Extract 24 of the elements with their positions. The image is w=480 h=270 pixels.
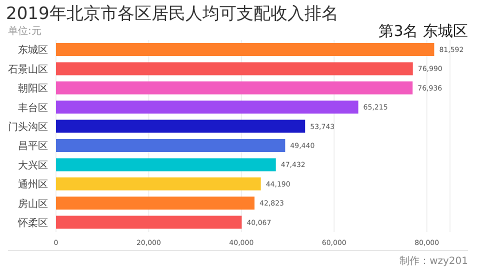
bar (56, 100, 358, 114)
y-tick-label: 朝阳区 (18, 82, 48, 95)
y-tick-label: 门头沟区 (8, 120, 48, 133)
bar (56, 177, 261, 190)
bar (56, 62, 413, 76)
bar (56, 81, 413, 94)
text: 制作：wzy201 (400, 254, 468, 268)
bar (56, 158, 276, 172)
bar (56, 216, 242, 229)
bar (56, 196, 254, 210)
y-tick-label: 石景山区 (8, 63, 48, 76)
y-tick-label: 怀柔区 (17, 216, 48, 229)
chart-subtitle: 单位:元 (8, 24, 42, 38)
chart-title: 2019年北京市各区居民人均可支配收入排名 (6, 3, 338, 25)
y-tick-label: 大兴区 (18, 159, 48, 172)
annotation: 第3名 东城区 (378, 22, 468, 41)
y-tick-label: 通州区 (18, 178, 48, 191)
bar (56, 43, 434, 56)
bar (56, 139, 286, 152)
y-tick-label: 丰台区 (18, 102, 48, 114)
y-tick-label: 昌平区 (18, 141, 48, 152)
y-tick-label: 房山区 (18, 198, 48, 210)
bar (56, 120, 306, 133)
y-tick-label: 东城区 (18, 44, 48, 56)
